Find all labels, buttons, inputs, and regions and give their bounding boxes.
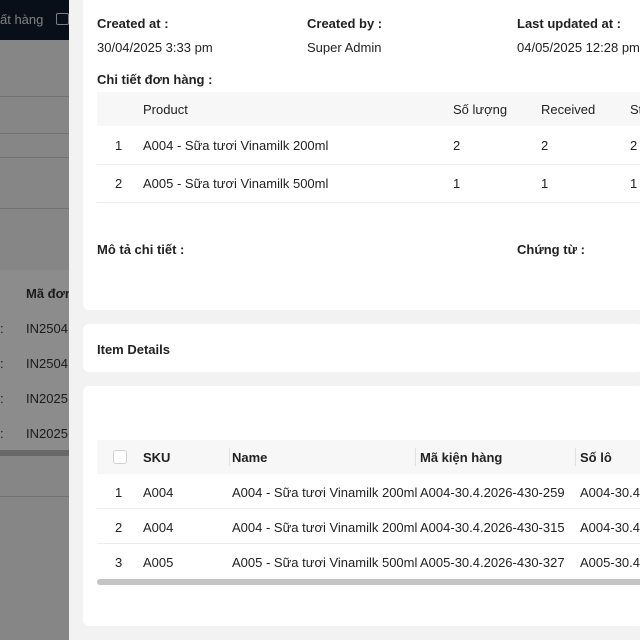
column-divider[interactable] — [229, 448, 230, 466]
item-name: A004 - Sữa tươi Vinamilk 200ml — [232, 520, 418, 535]
orders-table — [0, 270, 80, 450]
order-details-title: Chi tiết đơn hàng : — [97, 72, 213, 87]
scrollbar[interactable] — [0, 450, 80, 456]
horizontal-scrollbar[interactable] — [97, 579, 640, 585]
column-header-lot-number: Số lô — [580, 450, 612, 465]
column-header-status: St — [630, 102, 640, 117]
received-value: 2 — [541, 138, 549, 153]
column-divider[interactable] — [415, 448, 416, 466]
updated-at-value: 04/05/2025 12:28 pm — [517, 40, 640, 55]
product-name: A004 - Sữa tươi Vinamilk 200ml — [143, 138, 329, 153]
quantity-value: 2 — [453, 138, 461, 153]
created-at-value: 30/04/2025 3:33 pm — [97, 40, 213, 55]
item-name: A004 - Sữa tươi Vinamilk 200ml — [232, 485, 418, 500]
table-row[interactable]: IN2504 — [26, 321, 68, 336]
row-number: 1 — [115, 138, 123, 153]
sku-value: A004 — [143, 520, 174, 535]
row-divider — [97, 508, 640, 509]
product-name: A005 - Sữa tươi Vinamilk 500ml — [143, 176, 329, 191]
quantity-value: 1 — [453, 176, 461, 191]
table-row[interactable]: IN2504 — [26, 356, 68, 371]
lot-number: A004-30.4 — [580, 520, 640, 535]
row-number: 1 — [115, 485, 123, 500]
item-details-table-card: SKU Name Mã kiện hàng Số lô 1 A004 A004 … — [83, 386, 640, 626]
row-number: 2 — [115, 520, 123, 535]
menu-item-icon[interactable] — [56, 13, 69, 25]
row-marker: : — [0, 321, 4, 336]
item-details-table-header: SKU Name Mã kiện hàng Số lô — [97, 440, 640, 474]
item-details-title: Item Details — [97, 342, 170, 357]
received-value: 1 — [541, 176, 549, 191]
order-info-card: Created at : 30/04/2025 3:33 pm Created … — [83, 0, 640, 310]
package-code: A004-30.4.2026-430-315 — [420, 520, 565, 535]
row-marker: : — [0, 356, 4, 371]
status-value: 1 — [630, 176, 638, 191]
package-code: A004-30.4.2026-430-259 — [420, 485, 565, 500]
sku-value: A005 — [143, 555, 174, 570]
table-header-order-code: Mã đơn — [26, 286, 73, 301]
column-header-package-code: Mã kiện hàng — [420, 450, 503, 465]
column-header-received: Received — [541, 102, 596, 117]
item-name: A005 - Sữa tươi Vinamilk 500ml — [232, 555, 418, 570]
row-number: 2 — [115, 176, 123, 191]
nav-item-label[interactable]: ất hàng — [0, 12, 44, 27]
divider — [0, 157, 80, 158]
lot-number: A004-30.4 — [580, 485, 640, 500]
created-at-label: Created at : — [97, 16, 169, 31]
order-details-table-header: Product Số lượng Received St — [97, 92, 640, 126]
package-code: A005-30.4.2026-430-327 — [420, 555, 565, 570]
order-detail-drawer: Created at : 30/04/2025 3:33 pm Created … — [69, 0, 640, 640]
row-marker: : — [0, 426, 4, 441]
column-header-sku: SKU — [143, 450, 171, 465]
column-header-product: Product — [143, 102, 188, 117]
column-divider[interactable] — [575, 448, 576, 466]
lot-number: A005-30.4 — [580, 555, 640, 570]
row-marker: : — [0, 391, 4, 406]
divider — [0, 96, 80, 97]
row-divider — [97, 164, 640, 165]
updated-at-label: Last updated at : — [517, 16, 622, 31]
table-row[interactable]: IN2025 — [26, 391, 68, 406]
created-by-value: Super Admin — [307, 40, 382, 55]
item-details-header-card: Item Details — [83, 324, 640, 372]
sku-value: A004 — [143, 485, 174, 500]
created-by-label: Created by : — [307, 16, 383, 31]
divider — [0, 208, 80, 209]
documents-label: Chứng từ : — [517, 242, 585, 257]
status-value: 2 — [630, 138, 638, 153]
table-row[interactable]: IN2025 — [26, 426, 68, 441]
divider — [0, 496, 80, 497]
row-number: 3 — [115, 555, 123, 570]
column-header-quantity: Số lượng — [453, 102, 508, 117]
column-header-name: Name — [232, 450, 268, 465]
row-divider — [97, 543, 640, 544]
row-divider — [97, 202, 640, 203]
select-all-checkbox[interactable] — [113, 450, 127, 464]
description-label: Mô tả chi tiết : — [97, 242, 185, 257]
divider — [0, 133, 80, 134]
